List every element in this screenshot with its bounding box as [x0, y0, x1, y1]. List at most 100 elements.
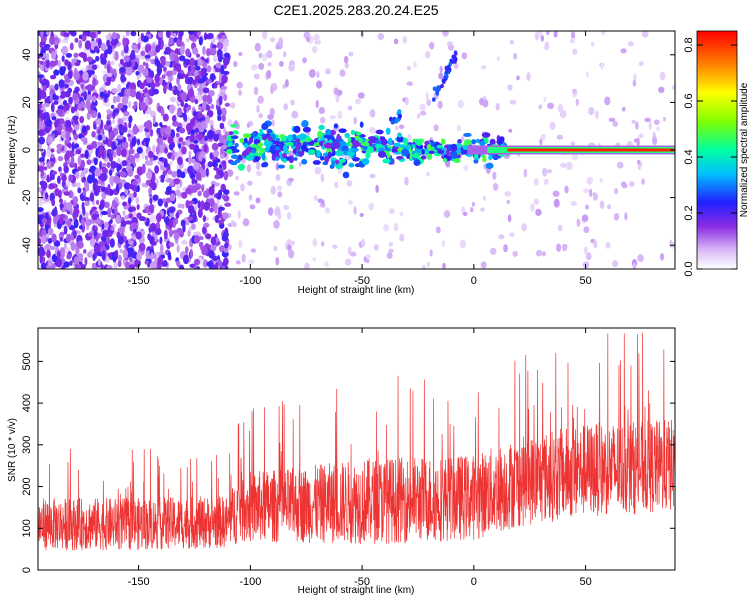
spectrogram-cell: [288, 177, 294, 182]
x-tick-label: -100: [239, 576, 261, 588]
spectrogram-cell: [131, 58, 136, 68]
spectrogram-cell: [117, 163, 122, 171]
spectrogram-cell: [128, 100, 132, 109]
spectrogram-band-cell: [368, 146, 374, 153]
spectrogram-cell: [89, 192, 95, 202]
spectrogram-band-cell: [312, 160, 321, 165]
spectrogram-cell: [193, 31, 199, 37]
spectrogram-cell: [109, 218, 113, 224]
spectrogram-cell: [152, 159, 157, 164]
spectrogram-cell: [50, 51, 57, 60]
spectrogram-streak-cell: [444, 74, 449, 79]
spectrogram-cell: [266, 69, 272, 79]
spectrogram-cell: [482, 99, 489, 108]
spectrogram-cell: [641, 178, 645, 185]
spectrogram-band-cell: [317, 130, 323, 138]
spectrogram-y-label: Frequency (Hz): [7, 116, 18, 185]
spectrogram-cell: [333, 181, 339, 189]
spectrogram-cell: [235, 260, 241, 265]
spectrogram-band-cell: [254, 155, 260, 162]
spectrogram-cell: [188, 154, 192, 165]
spectrogram-cell: [426, 261, 431, 268]
spectrogram-cell: [605, 242, 611, 249]
spectrogram-band-cell: [377, 150, 387, 158]
spectrogram-band-cell: [332, 142, 341, 149]
spectrogram-cell: [182, 112, 187, 121]
spectrogram-cell: [405, 98, 409, 106]
spectrogram-cell: [54, 119, 60, 129]
spectrogram-cell: [38, 121, 45, 131]
spectrogram-cell: [181, 191, 188, 199]
spectrogram-cell: [562, 244, 568, 252]
spectrogram-cell: [343, 55, 349, 64]
spectrogram-cell: [76, 181, 81, 190]
spectrogram-cell: [106, 63, 111, 74]
spectrogram-cell: [63, 261, 70, 268]
spectrogram-cell: [373, 244, 379, 251]
spectrogram-cell: [160, 57, 166, 67]
spectrogram-cell: [669, 239, 673, 248]
spectrogram-cell: [624, 212, 628, 221]
spectrogram-cell: [521, 223, 527, 232]
spectrogram-cell: [655, 126, 660, 131]
spectrogram-cell: [167, 136, 174, 144]
spectrogram-cell: [82, 125, 87, 134]
spectrogram-cell: [87, 109, 95, 114]
spectrogram-cell: [66, 253, 72, 260]
spectrogram-cell: [187, 200, 195, 205]
spectrogram-cell: [115, 214, 121, 224]
spectrogram-cell: [193, 210, 197, 220]
spectrogram-cell: [462, 211, 468, 216]
spectrogram-cell: [222, 138, 227, 145]
spectrogram-cell: [86, 144, 94, 151]
spectrogram-cell: [58, 217, 64, 225]
spectrogram-cell: [38, 207, 44, 213]
spectrogram-cell: [63, 225, 68, 235]
spectrogram-cell: [207, 95, 213, 105]
spectrogram-cell: [104, 187, 109, 195]
spectrogram-cell: [80, 83, 84, 90]
spectrogram-cell: [184, 103, 189, 108]
spectrogram-cell: [198, 36, 203, 46]
spectrogram-cell: [60, 203, 64, 209]
spectrogram-cell: [224, 102, 231, 107]
spectrogram-cell: [100, 174, 107, 182]
spectrogram-cell: [570, 141, 576, 146]
spectrogram-cell: [365, 254, 371, 259]
spectrogram-cell: [110, 214, 115, 220]
spectrogram-cell: [368, 202, 375, 211]
spectrogram-cell: [119, 58, 124, 65]
spectrogram-cell: [267, 62, 272, 67]
spectrogram-cell: [54, 83, 59, 91]
spectrogram-cell: [99, 91, 106, 97]
spectrogram-cell: [40, 262, 47, 269]
spectrogram-cell: [48, 136, 54, 144]
spectrogram-cell: [211, 142, 219, 151]
spectrogram-band-cell: [243, 143, 249, 149]
spectrogram-band-cell: [294, 138, 301, 143]
spectrogram-band-cell: [401, 148, 410, 156]
spectrogram-cell: [131, 137, 136, 147]
spectrogram-cell: [538, 104, 543, 110]
spectrogram-cell: [150, 58, 156, 65]
spectrogram-cell: [77, 103, 82, 112]
spectrogram-band-cell: [475, 138, 480, 144]
spectrogram-cell: [129, 223, 134, 232]
spectrogram-cell: [192, 79, 197, 85]
spectrogram-cell: [586, 176, 593, 185]
y-tick-label: -40: [21, 237, 33, 253]
spectrogram-cell: [145, 120, 153, 130]
spectrogram-cell: [118, 66, 126, 74]
spectrogram-cell: [193, 235, 201, 244]
spectrogram-cell: [273, 245, 278, 252]
spectrogram-cell: [614, 187, 619, 195]
spectrogram-band-cell: [269, 144, 276, 152]
spectrogram-cell: [429, 249, 433, 257]
spectrogram-band-cell: [496, 139, 504, 145]
spectrogram-cell: [83, 197, 90, 202]
spectrogram-cell: [248, 194, 253, 202]
spectrogram-cell: [106, 161, 111, 169]
spectrogram-cell: [247, 180, 253, 186]
spectrogram-cell: [188, 150, 192, 157]
spectrogram-cell: [221, 234, 228, 242]
